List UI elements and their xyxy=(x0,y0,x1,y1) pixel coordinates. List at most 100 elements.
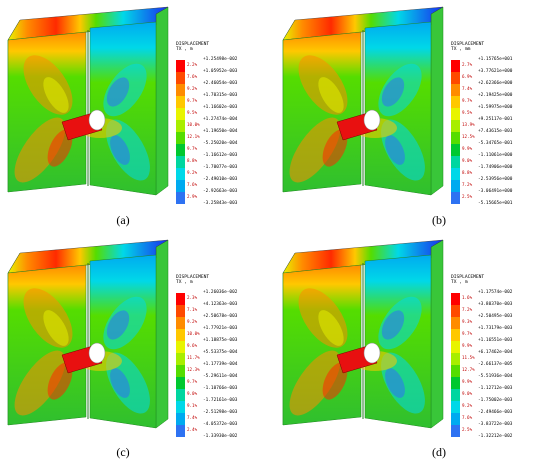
legend-value: +2.50495e-003 xyxy=(478,313,513,319)
legend-percent: 2.5% xyxy=(462,426,473,432)
legend-swatch xyxy=(451,155,460,168)
legend-percent: 12.7% xyxy=(462,366,475,372)
legend-swatch xyxy=(176,292,185,305)
legend-percent: 9.2% xyxy=(462,402,473,408)
legend-value: -1.12712e-003 xyxy=(478,385,513,391)
legend-swatch xyxy=(176,328,185,341)
legend-swatch xyxy=(451,400,460,413)
legend-swatch xyxy=(451,83,460,96)
legend-value: +4.12363e-003 xyxy=(203,301,238,307)
legend-value: +2.19425e+000 xyxy=(478,92,513,98)
legend-value: +2.62366e+000 xyxy=(478,80,513,86)
legend-swatch xyxy=(176,131,185,144)
legend-percent: 9.0% xyxy=(187,390,198,396)
displacement-lobe xyxy=(318,77,344,113)
legend-swatch xyxy=(451,95,460,108)
legend-swatch xyxy=(451,143,460,156)
displacement-contour-model xyxy=(7,239,169,429)
tunnel-opening xyxy=(363,342,381,364)
legend-percent: 9.7% xyxy=(187,145,198,151)
displacement-lobe xyxy=(106,77,130,107)
legend-swatch xyxy=(451,340,460,353)
legend-percent: 13.9% xyxy=(462,121,475,127)
legend-value: -5.25020e-004 xyxy=(203,140,238,146)
legend-swatch xyxy=(451,328,460,341)
legend-percent: 8.8% xyxy=(462,169,473,175)
panel-caption: (c) xyxy=(116,445,130,459)
displacement-lobe xyxy=(385,135,405,165)
legend-value: -5.51936e-004 xyxy=(478,373,513,379)
legend-unit: TX , mm xyxy=(451,47,471,53)
panel-caption: (a) xyxy=(116,213,130,227)
legend-swatch xyxy=(176,376,185,389)
legend-swatch xyxy=(451,71,460,84)
right-side-face xyxy=(430,6,444,196)
legend-swatch xyxy=(176,95,185,108)
legend-percent: 2.9% xyxy=(187,193,198,199)
legend-percent: 9.2% xyxy=(187,85,198,91)
legend-percent: 7.6% xyxy=(187,181,198,187)
displacement-lobe xyxy=(43,310,69,346)
legend-swatch xyxy=(176,388,185,401)
legend-percent: 12.5% xyxy=(462,133,475,139)
legend-value: -4.05372e-003 xyxy=(203,421,238,427)
legend-swatch xyxy=(176,400,185,413)
legend-swatch xyxy=(451,107,460,120)
legend-value: -3.06491e+000 xyxy=(478,188,513,194)
legend-swatch xyxy=(176,424,185,437)
displacement-lobe xyxy=(110,135,130,165)
legend-value: +7.43615e-003 xyxy=(478,128,513,134)
legend-swatch xyxy=(176,364,185,377)
panel-caption: (b) xyxy=(432,213,446,227)
legend-percent: 9.7% xyxy=(187,378,198,384)
displacement-lobe xyxy=(381,310,405,340)
legend-percent: 6.9% xyxy=(462,73,473,79)
legend-value: +3.80370e-003 xyxy=(478,301,513,307)
legend-swatch xyxy=(176,83,185,96)
legend-percent: 2.5% xyxy=(462,193,473,199)
legend-unit: TX , m xyxy=(176,47,193,53)
legend-percent: 2.7% xyxy=(462,61,473,67)
legend-swatch xyxy=(451,179,460,192)
displacement-lobe xyxy=(289,117,341,183)
legend-percent: 7.6% xyxy=(462,414,473,420)
legend-percent: 9.7% xyxy=(187,97,198,103)
legend-percent: 12.1% xyxy=(187,133,200,139)
legend-swatch xyxy=(451,412,460,425)
legend-value: -2.66137e-005 xyxy=(478,361,513,367)
legend-swatch xyxy=(176,71,185,84)
panel-c: DISPLACEMENT TX , m 2.3% 7.1% 9.2% 10.0% 9.6… xyxy=(0,233,275,465)
displacement-contour-model xyxy=(7,6,169,196)
legend-percent: 9.3% xyxy=(462,318,473,324)
legend-percent: 12.3% xyxy=(187,366,200,372)
legend-percent: 9.5% xyxy=(187,109,198,115)
legend-percent: 1.6% xyxy=(462,294,473,300)
legend-value: -1.72161e-003 xyxy=(203,397,238,403)
legend-value: +5.53375e-004 xyxy=(203,349,238,355)
legend-swatch xyxy=(451,304,460,317)
legend-swatch xyxy=(176,179,185,192)
legend-value: +1.73179e-003 xyxy=(478,325,513,331)
legend-value: +1.05952e-003 xyxy=(203,68,238,74)
tunnel-opening xyxy=(88,342,106,364)
legend-percent: 7.1% xyxy=(187,306,198,312)
legend-value: -1.74906e+000 xyxy=(478,164,513,170)
legend-value: -2.51298e-003 xyxy=(203,409,238,415)
displacement-lobe xyxy=(322,362,348,400)
legend-value: +3.77621e+000 xyxy=(478,68,513,74)
legend-value: +9.25117e-001 xyxy=(478,116,513,122)
legend-title: DISPLACEMENT xyxy=(176,42,210,47)
legend-percent: 9.7% xyxy=(462,330,473,336)
legend-percent: 11.7% xyxy=(187,354,200,360)
legend-percent: 10.0% xyxy=(187,121,200,127)
legend-value: +1.70315e-003 xyxy=(203,92,238,98)
displacement-lobe xyxy=(47,362,73,400)
rock-pillar-model xyxy=(282,239,444,429)
legend-percent: 2.3% xyxy=(187,294,198,300)
legend-percent: 9.1% xyxy=(187,402,198,408)
legend-percent: 9.5% xyxy=(462,109,473,115)
legend-scale: 2.2% 7.6% 9.2% 9.7% 9.5% 10.0% 12.1% 9.7% 8.8% 9.… xyxy=(176,57,272,213)
legend-value: +6.17462e-004 xyxy=(478,349,513,355)
legend-scale: 1.6% 7.2% 9.3% 9.7% 9.9% 11.5% 12.7% 9.9% 9.0% 9.… xyxy=(451,290,547,446)
legend-swatch xyxy=(451,59,460,72)
